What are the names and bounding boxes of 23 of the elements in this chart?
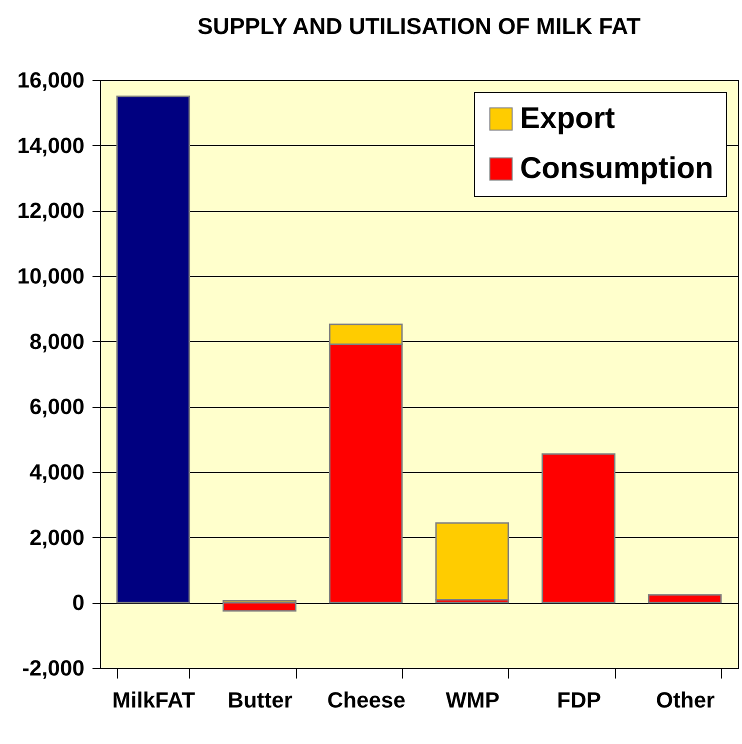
legend-label: Export <box>520 102 616 135</box>
y-tick-label: 8,000 <box>29 328 84 354</box>
legend-label: Consumption <box>520 152 714 185</box>
x-tick-label: MilkFAT <box>112 688 196 712</box>
x-tick-label: WMP <box>446 688 500 712</box>
chart-title: SUPPLY AND UTILISATION OF MILK FAT <box>198 13 640 39</box>
bar <box>542 453 616 604</box>
y-tick-label: 4,000 <box>29 460 84 484</box>
bar <box>116 96 190 604</box>
y-tick-label: -2,000 <box>22 656 84 680</box>
y-tick-label: 6,000 <box>29 394 84 420</box>
x-tick-label: Cheese <box>327 688 406 712</box>
bar <box>648 594 722 604</box>
y-tick-label: 16,000 <box>17 68 84 92</box>
y-tick-label: 0 <box>72 590 84 616</box>
x-tick-label: Other <box>656 688 716 712</box>
bar <box>435 522 510 600</box>
y-tick-label: 14,000 <box>17 132 84 158</box>
y-tick-label: 2,000 <box>29 524 84 550</box>
y-tick-label: 10,000 <box>17 264 84 288</box>
x-tick-label: Butter <box>228 688 293 712</box>
y-tick-label: 12,000 <box>17 198 84 224</box>
x-tick-label: FDP <box>557 688 601 712</box>
